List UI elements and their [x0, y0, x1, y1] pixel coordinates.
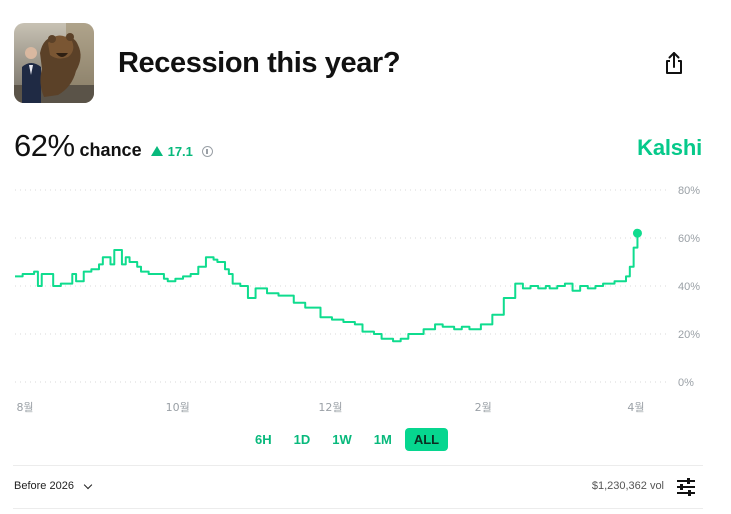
info-icon[interactable] [201, 146, 213, 157]
odds-summary: 62% chance 17.1 [14, 128, 213, 168]
share-icon [666, 52, 682, 74]
divider-bottom [13, 508, 703, 509]
outcome-filter-label: Before 2026 [14, 480, 74, 492]
y-tick-label: 80% [678, 185, 700, 197]
y-tick-label: 40% [678, 281, 700, 293]
latest-point [632, 228, 642, 238]
kalshi-logo[interactable]: Kalshi [637, 135, 702, 160]
x-tick-label: 8월 [16, 401, 33, 414]
x-tick-label: 2월 [475, 401, 492, 414]
up-triangle-icon [150, 146, 163, 156]
y-tick-label: 0% [678, 377, 694, 389]
range-1w-button[interactable]: 1W [332, 432, 352, 447]
y-tick-label: 60% [678, 233, 700, 245]
x-tick-label: 4월 [627, 401, 644, 414]
x-tick-label: 12월 [318, 401, 342, 414]
y-tick-label: 20% [678, 329, 700, 341]
delta-value: 17.1 [167, 144, 193, 159]
market-thumbnail [14, 23, 94, 103]
volume-text: $1,230,362 vol [591, 480, 664, 492]
outcome-filter-dropdown[interactable]: Before 2026 [14, 480, 93, 492]
chance-label: chance [79, 140, 142, 160]
x-tick-label: 10월 [166, 401, 190, 414]
series-line [15, 233, 639, 343]
share-button[interactable] [661, 50, 687, 78]
settings-button[interactable] [675, 477, 697, 497]
time-range-selector: 6H 1D 1W 1M ALL [246, 428, 449, 451]
range-1m-button[interactable]: 1M [373, 432, 392, 447]
odds-delta: 17.1 [150, 144, 193, 159]
price-chart[interactable]: 0% 20% 40% 60% 80% 8월 10월 12월 2월 4월 [0, 178, 731, 418]
sliders-icon [677, 478, 695, 496]
range-all-button[interactable]: ALL [404, 428, 449, 451]
market-title: Recession this year? [118, 47, 401, 79]
odds-percent: 62% [14, 128, 75, 163]
range-6h-button[interactable]: 6H [255, 432, 272, 447]
range-1d-button[interactable]: 1D [293, 432, 311, 447]
divider [13, 465, 703, 466]
chevron-down-icon [83, 480, 93, 489]
